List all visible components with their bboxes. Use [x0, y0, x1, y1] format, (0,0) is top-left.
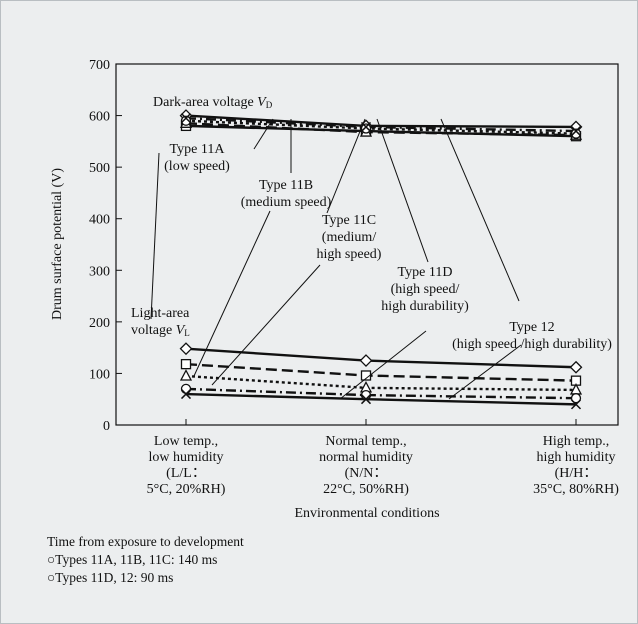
type-label: (low speed): [164, 159, 230, 174]
type-label: (medium speed): [241, 195, 332, 210]
leader-line: [150, 152, 160, 320]
type-label: Type 12: [509, 320, 554, 335]
x-tick-label: Normal temp.,: [325, 434, 406, 449]
x-tick-label: (L/L：: [166, 466, 206, 481]
data-point: [180, 115, 192, 126]
data-point-stroke: [360, 394, 372, 405]
type-label: high speed): [317, 247, 382, 262]
leader-line: [326, 118, 366, 214]
y-tick-label: 100: [89, 367, 110, 382]
y-tick-label: 200: [89, 316, 110, 331]
chart: 0 100 200 300 400 500 600 700 Low temp.,low humi…: [50, 58, 619, 521]
leader-line: [193, 210, 271, 377]
data-point: [179, 369, 193, 381]
x-tick-label: (N/N：: [345, 466, 388, 481]
y-tick-label: 500: [89, 161, 110, 176]
data-point-stroke: [570, 399, 582, 410]
y-axis-label: Drum surface potential (V): [50, 168, 65, 320]
note-item: ○Types 11D, 12: 90 ms: [47, 570, 174, 585]
note-item: ○Types 11A, 11B, 11C: 140 ms: [47, 552, 218, 567]
leader-line: [440, 118, 520, 302]
data-point: [359, 354, 373, 367]
type-label: Type 11D: [398, 265, 453, 280]
data-point-stroke: [570, 126, 582, 137]
y-tick-label: 300: [89, 264, 110, 279]
x-axis-label: Environmental conditions: [294, 506, 439, 521]
data-point: [570, 126, 582, 137]
leader-line: [448, 344, 522, 400]
x-tick-label: high humidity: [537, 450, 616, 465]
light-area-label: voltage VL: [131, 323, 190, 338]
data-point: [570, 399, 582, 410]
y-tick-label: 700: [89, 58, 110, 73]
leader-line: [253, 118, 274, 150]
x-tick-label: (H/H：: [555, 466, 598, 481]
x-tick-label: Low temp.,: [154, 434, 218, 449]
data-point: [570, 128, 582, 139]
y-tick-label: 600: [89, 110, 110, 125]
data-point: [180, 113, 192, 124]
leader-line: [339, 330, 427, 400]
data-point: [570, 393, 582, 404]
type-label: (medium/: [322, 230, 377, 245]
type-label: Type 11A: [170, 142, 226, 157]
data-point: [569, 360, 583, 374]
exposure-note: Time from exposure to development ○Types…: [47, 533, 244, 587]
data-point-stroke: [180, 113, 192, 124]
data-point: [180, 358, 192, 370]
x-tick-label: High temp.,: [543, 434, 610, 449]
data-point: [180, 383, 192, 395]
x-tick-label: 35°C, 80%RH): [533, 482, 619, 497]
leader-line: [376, 118, 429, 263]
series-line: [185, 374, 577, 392]
data-point: [360, 394, 372, 405]
light-area-label: Light-area: [131, 306, 190, 321]
type-label: Type 11B: [259, 178, 313, 193]
type-label: (high speed/: [391, 282, 460, 297]
y-tick-label: 400: [89, 213, 110, 228]
leader-line: [211, 264, 321, 386]
note-title: Time from exposure to development: [47, 534, 244, 549]
plot-frame: [115, 63, 619, 426]
data-point: [179, 342, 193, 356]
x-tick-label: low humidity: [148, 450, 223, 465]
data-point-stroke: [180, 389, 192, 400]
x-tick-label: 5°C, 20%RH): [147, 482, 226, 497]
y-tick-label: 0: [103, 419, 110, 434]
type-label: high durability): [381, 299, 469, 314]
type-label: Type 11C: [322, 213, 376, 228]
x-tick-label: 22°C, 50%RH): [323, 482, 409, 497]
type-label: (high speed /high durability): [452, 337, 612, 352]
data-point: [180, 389, 192, 400]
x-tick-label: normal humidity: [319, 450, 413, 465]
dark-area-label: Dark-area voltage VD: [153, 95, 273, 110]
data-point-stroke: [360, 121, 372, 132]
